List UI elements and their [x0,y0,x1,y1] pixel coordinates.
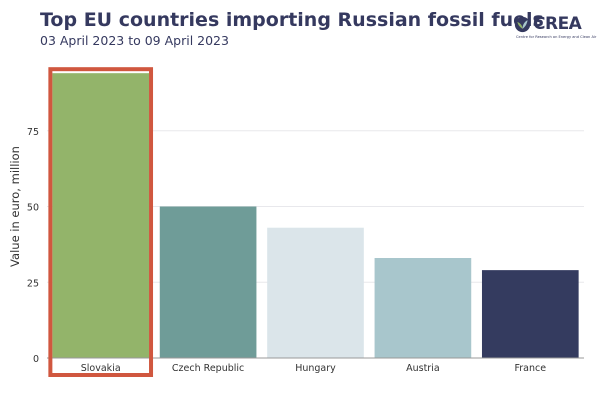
x-tick-label: Slovakia [81,363,121,374]
bar [159,206,257,358]
x-tick-label: Austria [406,363,440,374]
y-tick-label: 25 [27,278,39,289]
chart-subtitle: 03 April 2023 to 09 April 2023 [40,33,229,48]
bar [52,73,150,359]
logo-text: CREA [533,14,582,34]
x-tick-label: Hungary [295,363,336,374]
y-tick-label: 50 [27,203,39,214]
y-axis-label: Value in euro, million [8,146,22,267]
bar [374,258,472,358]
crea-logo: CREA Centre for Research on Energy and C… [514,14,597,42]
x-tick-label: Czech Republic [172,363,244,374]
x-tick-label: France [515,363,547,374]
y-tick-label: 0 [33,354,39,365]
highlight-box [48,67,154,378]
chart-title: Top EU countries importing Russian fossi… [40,9,544,31]
logo-tagline: Centre for Research on Energy and Clean … [516,35,597,39]
leaf-sprout-icon [514,16,531,33]
bar [481,270,579,358]
y-tick-label: 75 [27,127,39,138]
bar [267,227,364,358]
